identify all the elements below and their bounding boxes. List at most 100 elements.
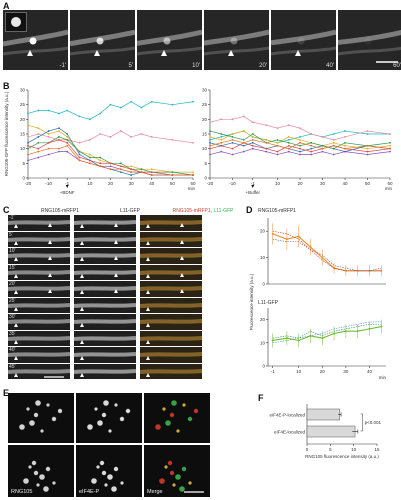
data-point (287, 144, 290, 147)
data-point (66, 141, 69, 144)
x-tick-label: 30 (129, 181, 135, 186)
dendrite (74, 368, 136, 374)
micrograph-row-frame: 20' (8, 281, 70, 297)
punctum (107, 474, 113, 480)
data-point (380, 269, 383, 272)
stain-label: RNG105 (11, 489, 33, 495)
punctum (113, 466, 119, 472)
dendrite (3, 46, 68, 56)
dendrite (70, 46, 135, 56)
time-label: -1' (59, 63, 66, 69)
x-tick-label: -1 (251, 181, 255, 186)
data-point (192, 171, 194, 174)
data-point (119, 171, 122, 174)
data-point (209, 138, 211, 141)
micrograph-row-image (74, 220, 136, 228)
punctum (176, 429, 180, 433)
data-point (37, 150, 40, 153)
arrowhead-icon (146, 257, 150, 261)
data-point (344, 147, 346, 150)
granule (297, 37, 305, 45)
data-point (130, 174, 133, 176)
y-tick-label: 20 (20, 117, 26, 122)
data-point (47, 147, 50, 150)
significance-bracket (360, 413, 363, 432)
data-point (220, 144, 223, 147)
punctum (181, 466, 187, 472)
data-point (27, 153, 29, 156)
punctum (43, 486, 49, 492)
row-time-label: 40' (9, 347, 16, 353)
dendrite (338, 29, 401, 45)
arrowhead-icon (180, 289, 184, 293)
data-point (265, 150, 268, 153)
stain-label: eIF4E-P (79, 489, 100, 495)
micrograph-row-image (140, 269, 202, 278)
data-point (321, 144, 324, 147)
treatment-arrow-icon (251, 185, 255, 188)
data-point (66, 144, 69, 147)
data-point (58, 150, 60, 153)
arrowhead-icon (146, 323, 150, 327)
micrograph-row-image (74, 368, 136, 377)
data-point (251, 121, 254, 124)
data-point (140, 133, 143, 135)
micrograph-row-image (140, 368, 202, 377)
arrowhead-icon (48, 239, 52, 244)
data-point (332, 138, 335, 141)
arrowhead-icon (114, 272, 118, 277)
data-point (171, 174, 174, 176)
data-point (299, 150, 301, 153)
y-tick-label: 10 (20, 146, 26, 151)
micrograph-row-image (74, 352, 136, 360)
x-tick-label: 15 (374, 447, 380, 452)
panel-letter-c: C (3, 205, 10, 215)
data-point (242, 130, 245, 132)
row-time-label: 30' (9, 314, 16, 320)
arrowhead-icon (146, 356, 150, 360)
arrowhead-icon (14, 240, 18, 245)
series-line (272, 233, 382, 272)
data-point (209, 141, 211, 144)
x-tick-label: 30 (343, 369, 349, 374)
series-line (209, 142, 391, 152)
dendrite (74, 269, 136, 275)
data-point (310, 133, 313, 135)
data-point (297, 339, 300, 342)
micrograph-row-frame: 15' (8, 264, 70, 280)
immunostain-frame: eIF4E-P (76, 445, 142, 497)
data-point (150, 168, 153, 171)
panel-letter-a: A (3, 1, 10, 11)
data-point (130, 165, 133, 168)
dendrite-red (140, 336, 202, 340)
data-point (321, 150, 324, 153)
data-point (209, 130, 211, 132)
data-point (37, 127, 40, 130)
arrowhead-icon (180, 239, 184, 244)
data-point (389, 141, 391, 144)
row-time-label: 45' (9, 363, 16, 370)
micrograph-row-frame: 30' (8, 314, 70, 330)
data-point (88, 153, 91, 156)
x-tick-label: 40 (367, 369, 373, 374)
arrowhead-icon (80, 224, 84, 228)
panel-letter-d: D (246, 205, 253, 215)
x-tick-label: 60 (387, 181, 393, 186)
data-point (66, 109, 69, 112)
punctum (101, 470, 107, 476)
data-point (287, 150, 290, 153)
data-point (58, 138, 60, 141)
y-tick-label: 30 (20, 88, 26, 93)
data-point (344, 150, 346, 153)
data-point (66, 138, 69, 141)
immunostain-frame (144, 393, 210, 443)
dendrite-red (140, 353, 202, 356)
punctum (94, 407, 98, 411)
micrograph-row-image (140, 352, 202, 360)
punctum (155, 424, 161, 430)
punctum (87, 424, 93, 430)
punctum (28, 465, 32, 469)
y-tick-label: 10 (202, 146, 208, 151)
data-point (58, 130, 60, 132)
data-point (368, 327, 371, 330)
